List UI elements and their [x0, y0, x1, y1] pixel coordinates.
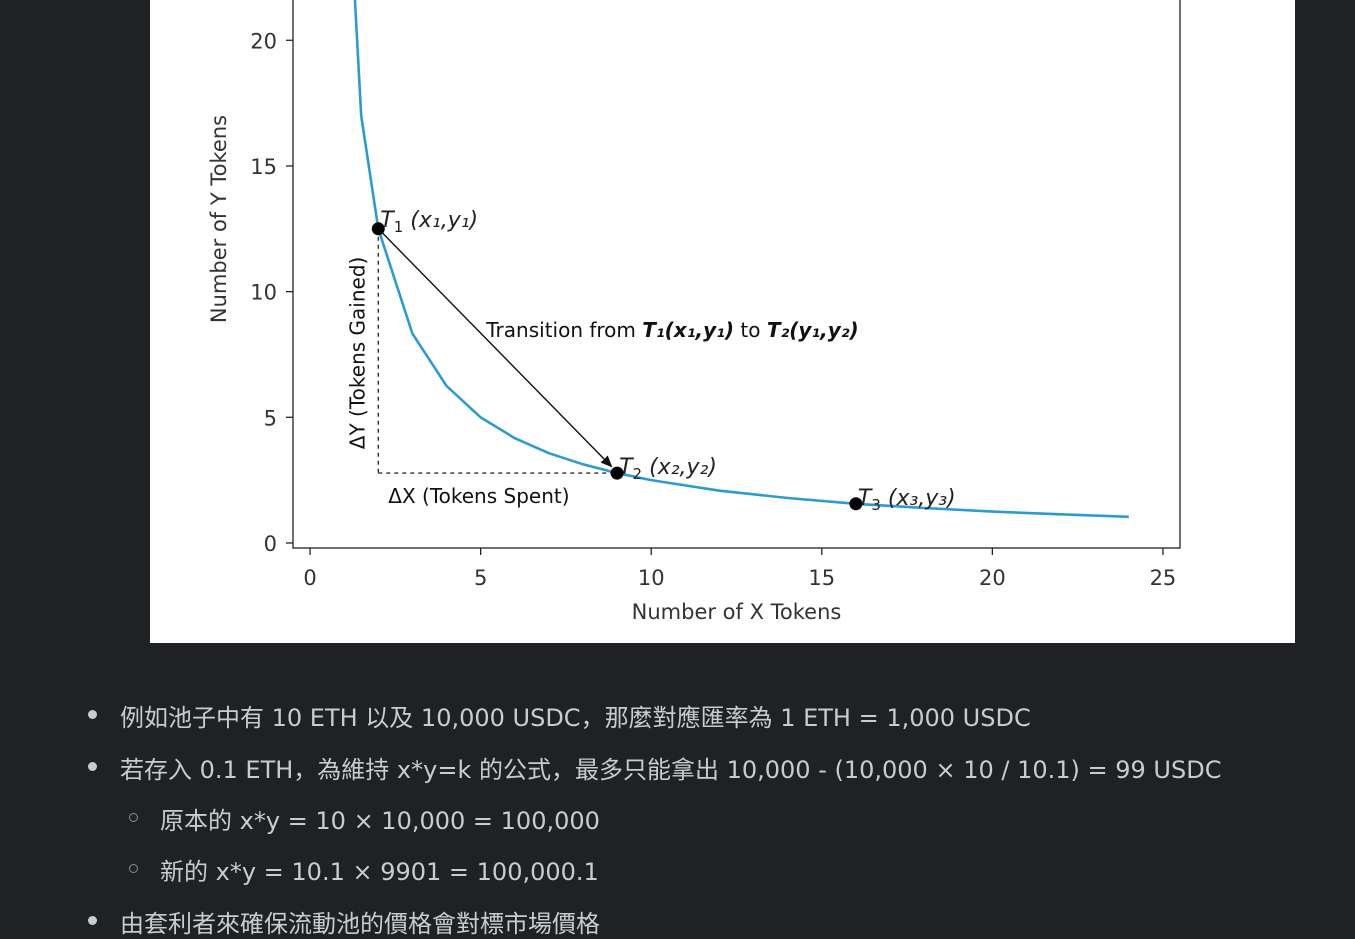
- sub-bullet-item: 原本的 x*y = 10 × 10,000 = 100,000: [129, 801, 600, 836]
- bullet-dot: [88, 916, 97, 925]
- y-axis-label: Number of Y Tokens: [207, 115, 231, 323]
- x-axis-label: Number of X Tokens: [632, 600, 842, 624]
- x-tick-label: 15: [808, 566, 835, 590]
- point-label: T1 (x₁,y₁): [380, 208, 478, 236]
- x-axis-ticks: 0 5 10 15 20 25: [303, 548, 1176, 590]
- x-tick-label: 5: [474, 566, 487, 590]
- transition-label: Transition from T₁(x₁,y₁) to T₂(y₁,y₂): [485, 318, 858, 342]
- y-tick-label: 15: [250, 155, 277, 179]
- bullet-item: 例如池子中有 10 ETH 以及 10,000 USDC，那麼對應匯率為 1 E…: [88, 698, 1031, 733]
- sub-bullet-item: 新的 x*y = 10.1 × 9901 = 100,000.1: [129, 852, 599, 887]
- bullet-dot: [88, 762, 97, 771]
- bullet-text: 若存入 0.1 ETH，為維持 x*y=k 的公式，最多只能拿出 10,000 …: [120, 756, 1222, 784]
- bullet-text: 由套利者來確保流動池的價格會對標市場價格: [120, 910, 600, 938]
- bullet-item: 若存入 0.1 ETH，為維持 x*y=k 的公式，最多只能拿出 10,000 …: [88, 750, 1222, 785]
- y-tick-label: 20: [250, 29, 277, 53]
- sub-bullet-ring: [129, 813, 138, 822]
- bullet-dot: [88, 710, 97, 719]
- bullet-text: 例如池子中有 10 ETH 以及 10,000 USDC，那麼對應匯率為 1 E…: [120, 704, 1031, 732]
- transition-arrow: [377, 228, 613, 468]
- x-tick-label: 20: [979, 566, 1006, 590]
- bullet-text: 原本的 x*y = 10 × 10,000 = 100,000: [160, 807, 600, 835]
- x-tick-label: 10: [638, 566, 665, 590]
- y-tick-label: 0: [264, 532, 277, 556]
- axes-frame: [292, 0, 1181, 549]
- curve-line: [353, 0, 1129, 519]
- y-tick-label: 5: [264, 406, 277, 430]
- points-layer: T1 (x₁,y₁) T2 (x₂,y₂) T3 (x₃,y₃): [371, 208, 956, 514]
- bullet-text: 新的 x*y = 10.1 × 9901 = 100,000.1: [160, 858, 599, 886]
- sub-bullet-ring: [129, 864, 138, 873]
- chart-figure: 0 5 10 15 20 25 0 5 10 15 20 ΔY (Tokens Gained) ΔX…: [150, 0, 1295, 643]
- y-tick-label: 10: [250, 281, 277, 305]
- point-label: T3 (x₃,y₃): [858, 486, 956, 514]
- point-marker: [849, 497, 863, 511]
- y-axis-ticks: 0 5 10 15 20: [250, 29, 293, 556]
- x-tick-label: 0: [303, 566, 316, 590]
- delta-y-label: ΔY (Tokens Gained): [345, 257, 369, 450]
- bullet-item: 由套利者來確保流動池的價格會對標市場價格: [88, 904, 600, 939]
- annotation-layer: ΔY (Tokens Gained) ΔX (Tokens Spent) Trans…: [345, 228, 859, 508]
- point-label: T2 (x₂,y₂): [619, 455, 717, 483]
- delta-x-label: ΔX (Tokens Spent): [388, 484, 569, 508]
- plot-frame: [292, 0, 1181, 549]
- point-marker: [610, 466, 624, 480]
- point-marker: [371, 222, 385, 236]
- chart-svg: 0 5 10 15 20 25 0 5 10 15 20 ΔY (Tokens Gained) ΔX…: [207, 0, 1181, 624]
- curve-layer: [353, 0, 1129, 519]
- x-tick-label: 25: [1150, 566, 1177, 590]
